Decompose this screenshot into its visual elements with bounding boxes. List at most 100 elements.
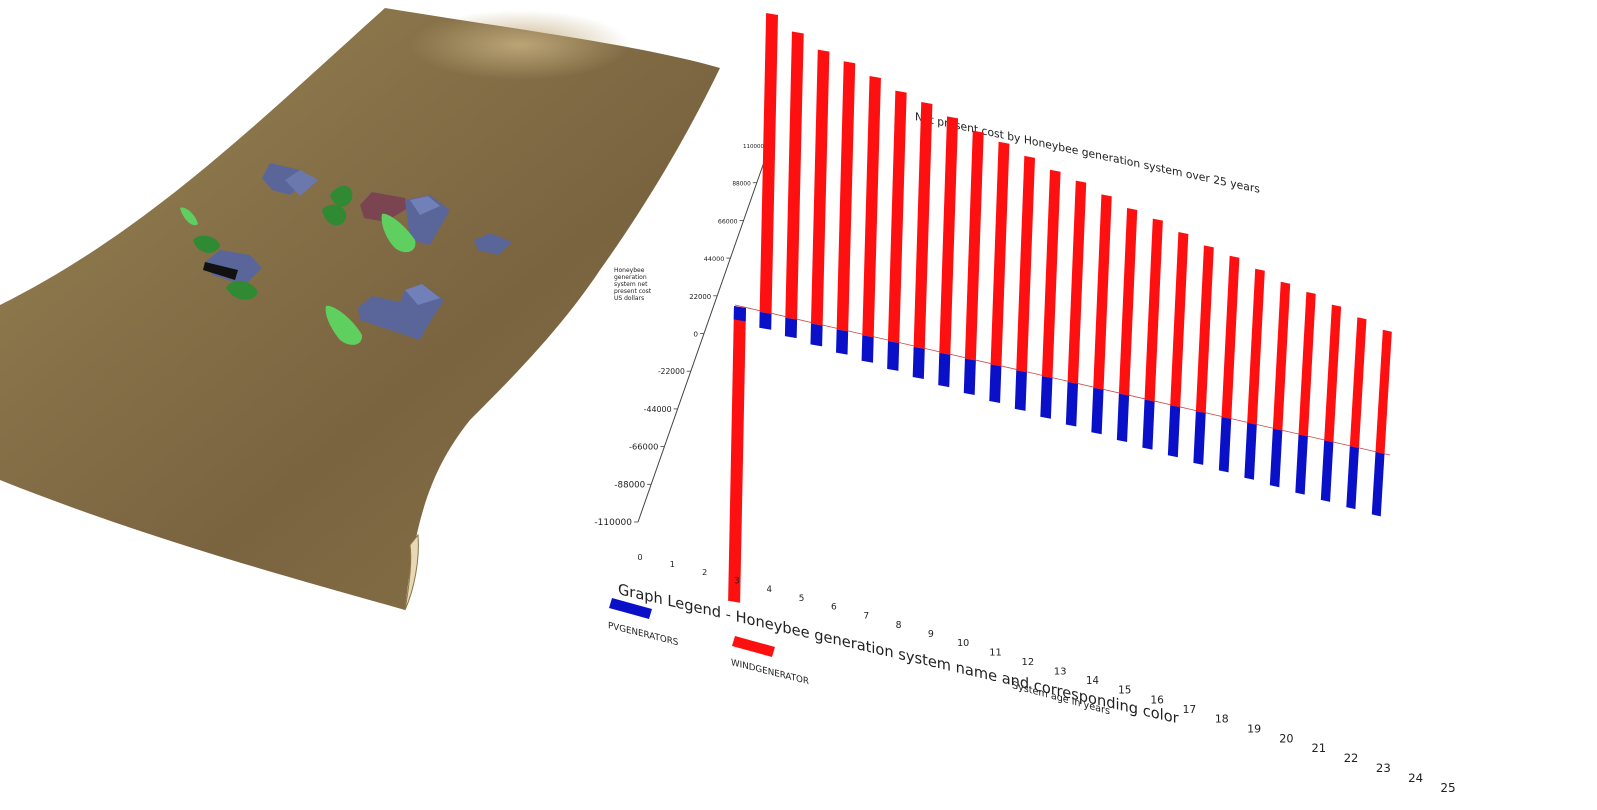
x-tick-label: 15 xyxy=(1118,685,1131,697)
chart-legend: Graph Legend - Honeybee generation syste… xyxy=(608,580,1179,728)
bar-windgenerator xyxy=(1093,194,1112,390)
bar-windgenerator xyxy=(862,76,881,338)
y-axis-label-line: US dollars xyxy=(614,295,644,302)
tree[interactable] xyxy=(325,305,363,345)
x-tick-label: 22 xyxy=(1344,751,1359,765)
tree[interactable] xyxy=(180,207,198,226)
bar-windgenerator xyxy=(1118,208,1138,396)
bar-pvgenerators xyxy=(1193,411,1206,465)
bar-windgenerator xyxy=(1247,268,1265,425)
bar-pvgenerators xyxy=(733,306,746,322)
x-tick-label: 10 xyxy=(957,638,969,649)
bar-pvgenerators xyxy=(887,341,900,371)
bar-pvgenerators xyxy=(1218,416,1232,473)
y-tick-label: 88000 xyxy=(732,182,751,188)
x-axis-ticks: 0123456789101112131415161718192021222324… xyxy=(637,553,1455,795)
y-axis-label: Honeybee generation system net present c… xyxy=(614,267,652,302)
tree[interactable] xyxy=(330,185,353,207)
x-tick-label: 19 xyxy=(1247,722,1261,735)
x-tick-label: 23 xyxy=(1376,761,1391,775)
legend-label-pv: PVGENERATORS xyxy=(608,621,679,648)
bar-windgenerator xyxy=(759,13,778,314)
bar-pvgenerators xyxy=(1116,393,1130,442)
y-tick-label: 66000 xyxy=(718,218,738,225)
bar-pvgenerators xyxy=(1065,381,1079,427)
x-tick-label: 12 xyxy=(1022,657,1035,668)
building-block[interactable] xyxy=(358,284,444,340)
x-tick-label: 16 xyxy=(1150,694,1164,706)
bar-pvgenerators xyxy=(1320,440,1334,502)
bar-pvgenerators xyxy=(989,364,1002,403)
y-tick-label: 22000 xyxy=(689,293,711,301)
tree-group[interactable] xyxy=(180,185,416,345)
bar-windgenerator xyxy=(1324,304,1342,443)
bar-pvgenerators xyxy=(1371,452,1385,517)
bar-windgenerator xyxy=(836,61,856,332)
bar-pvgenerators xyxy=(784,317,798,339)
bar-pvgenerators xyxy=(1269,428,1283,488)
y-tick-label: -44000 xyxy=(644,405,672,414)
x-tick-label: 2 xyxy=(702,567,707,577)
y-tick-label: 44000 xyxy=(704,255,725,263)
y-tick-label: -22000 xyxy=(658,367,685,376)
tree[interactable] xyxy=(322,204,347,226)
x-tick-label: 8 xyxy=(896,620,902,631)
bar-windgenerator xyxy=(1298,291,1316,437)
legend-title: Graph Legend - Honeybee generation syste… xyxy=(618,580,1179,728)
chart-title: Net present cost by Honeybee generation … xyxy=(915,110,1260,196)
x-tick-label: 5 xyxy=(799,594,805,604)
bar-pvgenerators xyxy=(1142,399,1155,450)
x-tick-label: 0 xyxy=(637,553,642,562)
y-axis-label-line: generation xyxy=(614,274,647,281)
building-block[interactable] xyxy=(203,250,262,285)
bar-windgenerator xyxy=(1016,155,1036,373)
legend-label-wind: WINDGENERATOR xyxy=(731,658,809,687)
x-tick-label: 13 xyxy=(1054,666,1067,677)
y-axis-label-line: system net xyxy=(614,281,648,288)
bar-windgenerator xyxy=(810,49,830,326)
bar-pvgenerators xyxy=(1040,376,1053,419)
x-tick-label: 3 xyxy=(734,576,739,586)
bar-windgenerator xyxy=(964,130,984,361)
building-block[interactable] xyxy=(360,192,450,245)
y-axis-ticks: 110000 88000 66000 44000 22000 0 -22000 -44000 -… xyxy=(594,144,770,528)
tree[interactable] xyxy=(193,235,220,253)
bar-pvgenerators xyxy=(963,358,976,396)
building-block[interactable] xyxy=(262,163,318,196)
x-tick-label: 9 xyxy=(928,629,934,640)
bar-pvgenerators xyxy=(759,311,772,330)
bar-windgenerator xyxy=(1170,232,1189,408)
bar-windgenerator xyxy=(1195,245,1214,414)
x-tick-label: 25 xyxy=(1440,781,1455,795)
legend-swatch-pv xyxy=(609,598,652,619)
tree[interactable] xyxy=(226,280,258,300)
bar-windgenerator xyxy=(887,90,907,344)
bar-windgenerator xyxy=(1221,255,1240,419)
building-group[interactable] xyxy=(203,163,512,340)
y-axis-label-line: present cost xyxy=(614,288,652,295)
bar-pvgenerators xyxy=(912,346,925,380)
x-tick-label: 11 xyxy=(989,648,1001,659)
y-tick-label: -88000 xyxy=(614,480,645,490)
bar-pvgenerators xyxy=(1295,434,1308,495)
tree[interactable] xyxy=(381,213,416,253)
x-tick-label: 14 xyxy=(1086,676,1099,687)
building-block[interactable] xyxy=(474,233,512,255)
x-tick-label: 4 xyxy=(767,585,772,595)
x-tick-label: 18 xyxy=(1215,713,1229,726)
bar-pvgenerators xyxy=(810,323,823,347)
y-tick-label: -110000 xyxy=(594,518,632,528)
bar-windgenerator xyxy=(990,141,1010,367)
x-tick-label: 17 xyxy=(1183,703,1197,716)
bar-windgenerator xyxy=(1349,317,1367,449)
bar-windgenerator xyxy=(1375,329,1392,454)
x-tick-label: 1 xyxy=(670,559,675,569)
bar-pvgenerators xyxy=(1091,387,1104,435)
bar-windgenerator xyxy=(939,116,959,355)
bar-pvgenerators xyxy=(861,335,874,363)
bar-windgenerator xyxy=(785,31,804,320)
bar-pvgenerators xyxy=(1014,370,1027,411)
net-present-cost-chart: Net present cost by Honeybee generation … xyxy=(594,13,1456,795)
